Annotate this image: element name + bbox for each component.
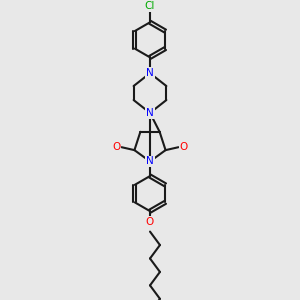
Text: Cl: Cl: [145, 1, 155, 11]
Text: O: O: [112, 142, 120, 152]
Text: N: N: [146, 68, 154, 78]
Text: O: O: [180, 142, 188, 152]
Text: N: N: [146, 108, 154, 118]
Text: N: N: [146, 156, 154, 167]
Text: O: O: [146, 217, 154, 227]
